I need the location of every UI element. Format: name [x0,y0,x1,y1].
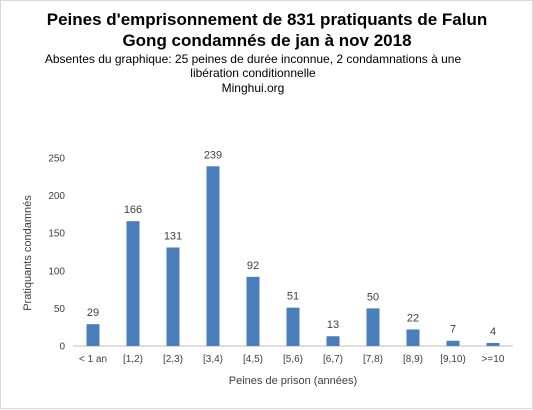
bars [86,166,500,346]
x-axis-ticks: < 1 an [1,2) [2,3) [3,4) [4,5) [5,6) [6,7) [7,8… [79,354,505,365]
bar [326,336,340,346]
y-axis-title: Pratiquants condamnés [22,195,34,311]
data-label: 13 [327,319,339,331]
data-labels: 29 166 131 239 92 51 13 50 22 7 4 [87,149,496,338]
x-axis-title: Peines de prison (années) [229,375,357,387]
y-axis-ticks: 0 50 100 150 200 250 [48,154,65,353]
x-tick-label: [2,3) [163,354,183,365]
bar [486,342,500,346]
bar [366,308,380,346]
bar [166,247,180,346]
data-label: 4 [490,326,496,338]
x-tick-label: [4,5) [243,354,263,365]
data-label: 131 [164,230,182,242]
data-label: 7 [450,324,456,336]
x-tick-label: [8,9) [403,354,423,365]
bar [126,221,140,346]
x-tick-label: [9,10) [440,354,466,365]
y-tick-label: 50 [54,304,66,315]
x-tick-label: < 1 an [79,354,107,365]
y-tick-label: 150 [48,229,65,240]
x-tick-label: [6,7) [323,354,343,365]
bar [406,329,420,346]
chart-source: Minghui.org [222,81,285,95]
bar [86,324,100,346]
data-label: 29 [87,307,99,319]
data-label: 239 [204,149,222,161]
data-label: 92 [247,260,259,272]
chart-title-line-2: Gong condamnés de jan à nov 2018 [122,31,411,50]
x-tick-label: [7,8) [363,354,383,365]
y-tick-label: 0 [59,342,65,353]
x-tick-label: >=10 [482,354,505,365]
chart-subtitle-line-1: Absentes du graphique: 25 peines de duré… [45,52,462,66]
y-tick-label: 250 [48,154,65,165]
data-label: 22 [407,312,419,324]
bar [246,276,260,346]
x-tick-label: [3,4) [203,354,223,365]
bar [206,166,220,346]
data-label: 51 [287,291,299,303]
x-tick-label: [1,2) [123,354,143,365]
data-label: 50 [367,291,379,303]
chart-title-line-1: Peines d'emprisonnement de 831 pratiquan… [47,10,487,29]
bar [446,340,460,346]
y-tick-label: 100 [48,266,65,277]
bar [286,307,300,346]
chart-subtitle-line-2: libération conditionnelle [190,66,316,80]
data-label: 166 [124,204,142,216]
x-tick-label: [5,6) [283,354,303,365]
y-tick-label: 200 [48,191,65,202]
